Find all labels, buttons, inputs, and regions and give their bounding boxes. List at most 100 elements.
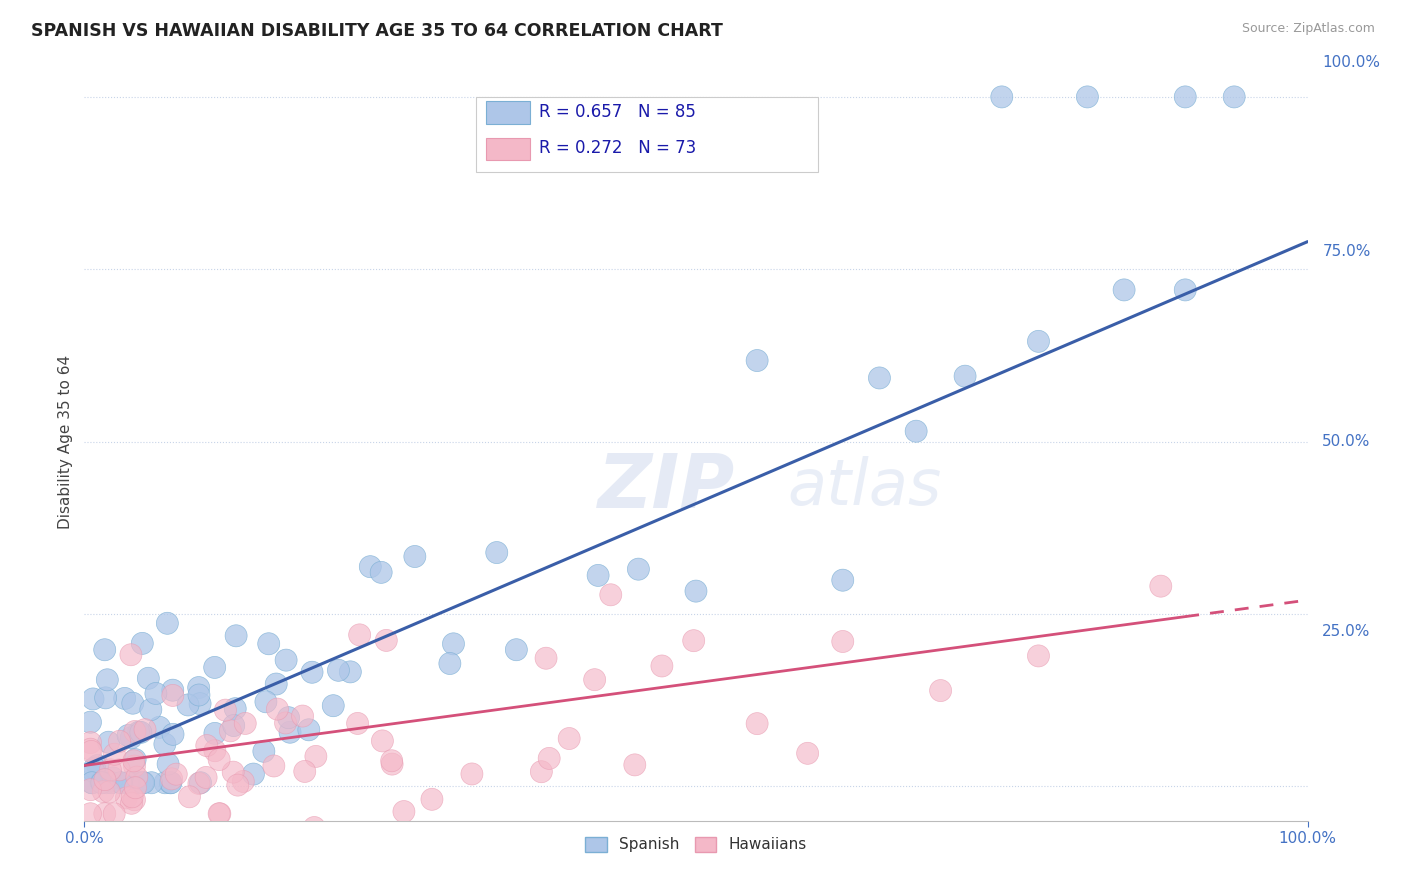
Ellipse shape xyxy=(276,649,297,671)
Ellipse shape xyxy=(149,716,170,739)
Ellipse shape xyxy=(991,86,1012,108)
Ellipse shape xyxy=(97,669,118,690)
Ellipse shape xyxy=(381,750,402,772)
Ellipse shape xyxy=(651,655,673,677)
FancyBboxPatch shape xyxy=(485,101,530,124)
Y-axis label: Disability Age 35 to 64: Disability Age 35 to 64 xyxy=(58,354,73,529)
Ellipse shape xyxy=(121,792,142,814)
Ellipse shape xyxy=(461,763,482,785)
Ellipse shape xyxy=(145,682,167,705)
Text: 100.0%: 100.0% xyxy=(1322,55,1381,70)
Ellipse shape xyxy=(100,759,121,780)
Text: 75.0%: 75.0% xyxy=(1322,244,1371,260)
Ellipse shape xyxy=(179,786,201,808)
Ellipse shape xyxy=(225,624,247,647)
Ellipse shape xyxy=(208,748,231,771)
Ellipse shape xyxy=(94,803,115,825)
Ellipse shape xyxy=(683,630,704,652)
Ellipse shape xyxy=(558,728,581,749)
Ellipse shape xyxy=(128,772,150,794)
Ellipse shape xyxy=(188,693,211,714)
Ellipse shape xyxy=(360,556,381,578)
Ellipse shape xyxy=(209,803,231,825)
Ellipse shape xyxy=(404,546,426,567)
Ellipse shape xyxy=(195,766,217,789)
Ellipse shape xyxy=(1077,86,1098,108)
Text: 25.0%: 25.0% xyxy=(1322,624,1371,639)
Ellipse shape xyxy=(685,580,707,602)
Ellipse shape xyxy=(125,772,146,794)
Ellipse shape xyxy=(298,719,319,741)
Ellipse shape xyxy=(166,764,187,785)
Ellipse shape xyxy=(90,772,112,794)
Ellipse shape xyxy=(278,722,301,743)
Ellipse shape xyxy=(955,365,976,387)
Ellipse shape xyxy=(80,739,101,760)
Ellipse shape xyxy=(832,631,853,653)
Ellipse shape xyxy=(155,772,176,794)
Ellipse shape xyxy=(110,772,132,794)
Ellipse shape xyxy=(83,757,105,779)
Ellipse shape xyxy=(832,569,853,591)
Ellipse shape xyxy=(124,748,146,771)
Ellipse shape xyxy=(83,761,105,783)
Ellipse shape xyxy=(420,789,443,810)
Ellipse shape xyxy=(627,558,650,580)
Ellipse shape xyxy=(129,722,152,743)
Ellipse shape xyxy=(138,667,159,690)
Ellipse shape xyxy=(80,772,103,794)
Ellipse shape xyxy=(87,755,108,777)
Ellipse shape xyxy=(141,772,163,794)
Ellipse shape xyxy=(242,763,264,785)
Ellipse shape xyxy=(322,695,344,717)
Ellipse shape xyxy=(120,644,142,665)
Ellipse shape xyxy=(505,639,527,661)
Ellipse shape xyxy=(588,565,609,586)
Ellipse shape xyxy=(177,694,200,716)
Ellipse shape xyxy=(162,684,184,706)
Legend: Spanish, Hawaiians: Spanish, Hawaiians xyxy=(579,830,813,858)
Ellipse shape xyxy=(153,733,176,756)
Ellipse shape xyxy=(134,719,156,740)
Ellipse shape xyxy=(439,652,461,674)
Ellipse shape xyxy=(120,727,142,748)
Ellipse shape xyxy=(94,769,115,790)
Ellipse shape xyxy=(226,774,249,797)
Ellipse shape xyxy=(93,780,114,803)
Ellipse shape xyxy=(162,723,184,746)
Ellipse shape xyxy=(304,816,325,838)
Ellipse shape xyxy=(301,661,323,683)
Ellipse shape xyxy=(222,714,245,737)
Ellipse shape xyxy=(349,624,371,646)
Ellipse shape xyxy=(328,659,350,681)
Ellipse shape xyxy=(538,747,560,770)
Ellipse shape xyxy=(869,367,890,389)
Ellipse shape xyxy=(131,632,153,655)
FancyBboxPatch shape xyxy=(485,137,530,161)
Ellipse shape xyxy=(375,630,398,651)
Ellipse shape xyxy=(219,720,242,742)
Ellipse shape xyxy=(583,669,606,690)
Ellipse shape xyxy=(128,722,149,743)
FancyBboxPatch shape xyxy=(475,96,818,172)
Ellipse shape xyxy=(157,753,179,775)
Ellipse shape xyxy=(132,772,155,794)
Ellipse shape xyxy=(291,705,314,727)
Ellipse shape xyxy=(1174,86,1197,108)
Ellipse shape xyxy=(274,712,297,734)
Text: R = 0.657   N = 85: R = 0.657 N = 85 xyxy=(540,103,696,120)
Ellipse shape xyxy=(162,679,184,701)
Ellipse shape xyxy=(195,734,218,756)
Ellipse shape xyxy=(122,750,145,772)
Ellipse shape xyxy=(443,632,464,655)
Ellipse shape xyxy=(257,632,280,655)
Ellipse shape xyxy=(100,772,122,794)
Ellipse shape xyxy=(159,772,181,794)
Ellipse shape xyxy=(485,541,508,564)
Ellipse shape xyxy=(97,731,120,753)
Ellipse shape xyxy=(131,772,153,794)
Ellipse shape xyxy=(114,688,136,709)
Ellipse shape xyxy=(156,612,179,634)
Ellipse shape xyxy=(266,673,287,695)
Ellipse shape xyxy=(190,772,211,794)
